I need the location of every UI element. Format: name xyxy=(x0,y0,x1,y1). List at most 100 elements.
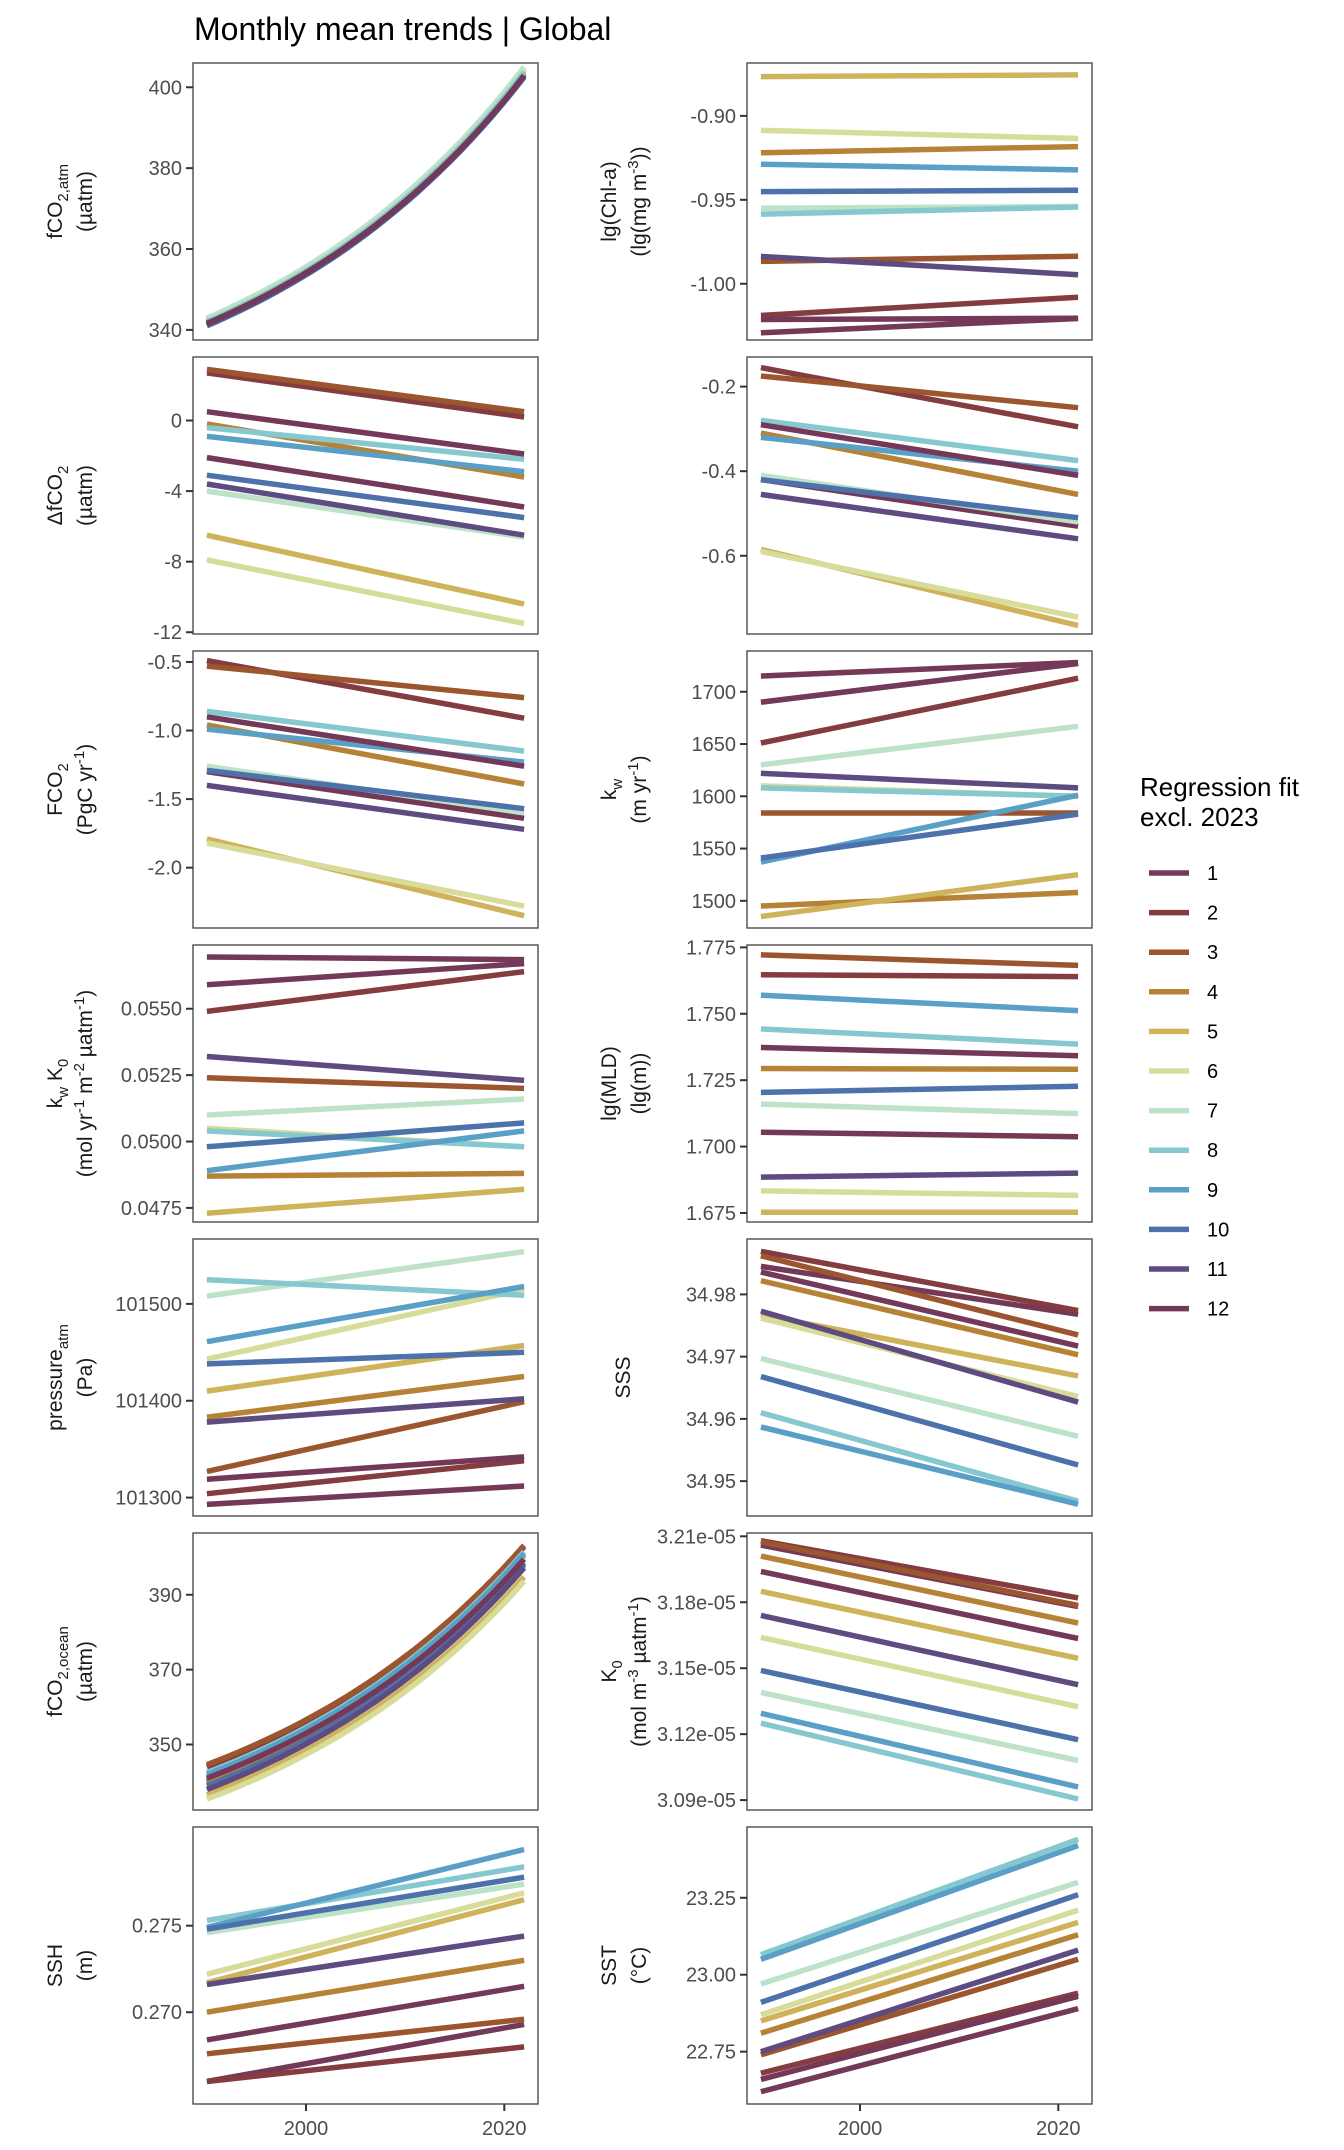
legend-label: 9 xyxy=(1207,1180,1218,1202)
y-tick-label: 0.270 xyxy=(132,2002,182,2024)
series-line-month-1 xyxy=(760,1129,1079,1140)
series-line-month-11 xyxy=(760,1947,1079,2055)
y-axis-title: SSS xyxy=(612,1356,635,1398)
series-line-month-9 xyxy=(206,433,525,475)
series-line-month-1 xyxy=(206,454,525,510)
series-line-month-10 xyxy=(760,476,1079,521)
y-axis-title: lg(Chl-a) xyxy=(598,161,621,242)
y-tick-label: 1700 xyxy=(692,682,737,704)
y-tick-label: 0.0550 xyxy=(121,999,182,1021)
y-tick-label: 23.00 xyxy=(686,1965,736,1987)
panel-kw-k0: 0.0475 0.0500 0.0525 0.0550 kw K0(mol yr-1 m… xyxy=(44,944,539,1223)
y-tick-label: 0 xyxy=(171,411,182,433)
series-line-month-5 xyxy=(206,532,525,607)
y-tick-label: -0.90 xyxy=(690,106,736,128)
series-line-month-7 xyxy=(760,1101,1079,1117)
y-tick-label: 1.675 xyxy=(686,1203,736,1225)
series-line-month-1 xyxy=(206,954,525,963)
chart-title: Monthly mean trends | Global xyxy=(194,11,611,47)
series-line-month-3 xyxy=(760,1253,1079,1338)
series-line-month-4 xyxy=(206,1957,525,2015)
y-axis-unit: (µatm) xyxy=(74,465,97,526)
series-line-month-7 xyxy=(206,1248,525,1299)
series-line-month-3 xyxy=(206,1399,525,1475)
series-line-month-3 xyxy=(206,366,525,415)
series-line-month-11 xyxy=(206,1396,525,1425)
y-tick-label: -4 xyxy=(164,481,182,503)
series-line-month-11 xyxy=(206,782,525,833)
x-tick-label: 2000 xyxy=(284,2118,329,2140)
panel-lg-mld: 1.675 1.700 1.725 1.750 1.775 lg(MLD) (lg(m)) xyxy=(598,937,1093,1225)
series-line-month-10 xyxy=(206,767,525,812)
y-tick-label: 1.725 xyxy=(686,1070,736,1092)
y-tick-label: 0.275 xyxy=(132,1916,182,1938)
legend-label: 5 xyxy=(1207,1021,1218,1043)
y-tick-label: 34.98 xyxy=(686,1284,736,1306)
series-line-month-8 xyxy=(760,1026,1079,1047)
y-tick-label: 22.75 xyxy=(686,2042,736,2064)
series-line-month-2 xyxy=(760,1248,1079,1314)
series-line-month-2 xyxy=(206,2044,525,2085)
y-axis-unit: (lg(m)) xyxy=(628,1053,651,1115)
legend-item-11: 11 xyxy=(1149,1259,1228,1281)
series-line-month-4 xyxy=(760,143,1079,156)
legend-item-4: 4 xyxy=(1149,982,1218,1004)
y-tick-label: -8 xyxy=(164,552,182,574)
panel-frame xyxy=(746,1238,1093,1517)
series-line-month-12 xyxy=(760,1044,1079,1059)
legend-title: excl. 2023 xyxy=(1140,802,1259,832)
panel-sst: 22.75 23.00 23.25 2000 2020 SST (°C) xyxy=(598,1826,1093,2140)
legend-label: 3 xyxy=(1207,942,1218,964)
series-line-month-1 xyxy=(760,659,1079,679)
y-tick-label: 380 xyxy=(149,158,182,180)
series-line-month-6 xyxy=(760,1188,1079,1199)
panel-unlabeled-row2-right: -0.6 -0.4 -0.2 xyxy=(702,356,1093,635)
y-axis-title: SSH xyxy=(44,1944,67,1987)
series-line-month-2 xyxy=(760,364,1079,430)
series-line-month-9 xyxy=(206,1846,525,1931)
y-axis-unit: (m) xyxy=(74,1950,97,1981)
y-axis-title: fCO2,ocean xyxy=(44,1626,72,1717)
series-line-month-7 xyxy=(760,1355,1079,1439)
series-line-month-9 xyxy=(206,1283,525,1345)
series-line-month-1 xyxy=(206,2021,525,2085)
series-line-month-12 xyxy=(760,421,1079,479)
series-line-month-9 xyxy=(760,161,1079,173)
series-line-month-6 xyxy=(206,557,525,627)
y-tick-label: 340 xyxy=(149,320,182,342)
series-line-month-10 xyxy=(760,1373,1079,1468)
series-line-month-12 xyxy=(760,660,1079,705)
series-line-month-1 xyxy=(206,1483,525,1508)
y-axis-title: lg(MLD) xyxy=(598,1046,621,1121)
series-line-month-8 xyxy=(760,1720,1079,1802)
panel-fco2-flux: -2.0 -1.5 -1.0 -0.5 FCO2 (PgC yr-1) xyxy=(44,650,539,929)
legend-label: 6 xyxy=(1207,1061,1218,1083)
series-line-month-12 xyxy=(760,1993,1079,2083)
series-line-month-11 xyxy=(206,481,525,538)
y-tick-label: 390 xyxy=(149,1585,182,1607)
legend-label: 7 xyxy=(1207,1101,1218,1123)
y-tick-label: -1.5 xyxy=(148,789,182,811)
y-tick-label: 1600 xyxy=(692,786,737,808)
y-axis-unit: (µatm) xyxy=(74,171,97,232)
panel-delta-fco2: -12 -8 -4 0 ΔfCO2 (µatm) xyxy=(44,356,539,644)
series-line-month-6 xyxy=(760,127,1079,142)
y-tick-label: 370 xyxy=(149,1660,182,1682)
legend-item-10: 10 xyxy=(1149,1219,1229,1241)
legend-item-6: 6 xyxy=(1149,1061,1218,1083)
y-tick-label: 3.21e-05 xyxy=(657,1526,736,1548)
series-line-month-10 xyxy=(760,187,1079,195)
series-line-month-10 xyxy=(206,1874,525,1932)
y-axis-unit: (Pa) xyxy=(74,1358,97,1398)
series-line-month-8 xyxy=(206,1864,525,1924)
series-line-month-10 xyxy=(760,1083,1079,1096)
series-line-month-11 xyxy=(760,491,1079,542)
panel-pressure-atm: 101300 101400 101500 pressureatm(Pa) xyxy=(44,1238,539,1517)
panel-frame xyxy=(746,944,1093,1223)
y-tick-label: 34.96 xyxy=(686,1409,736,1431)
x-tick-label: 2020 xyxy=(482,2118,527,2140)
y-axis-title: K0 xyxy=(598,1660,626,1682)
series-line-month-4 xyxy=(760,1932,1079,2036)
series-line-month-12 xyxy=(206,1983,525,2043)
series-line-month-3 xyxy=(206,1075,525,1092)
